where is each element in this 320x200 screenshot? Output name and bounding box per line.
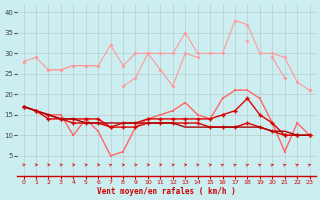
X-axis label: Vent moyen/en rafales ( km/h ): Vent moyen/en rafales ( km/h ) — [97, 187, 236, 196]
